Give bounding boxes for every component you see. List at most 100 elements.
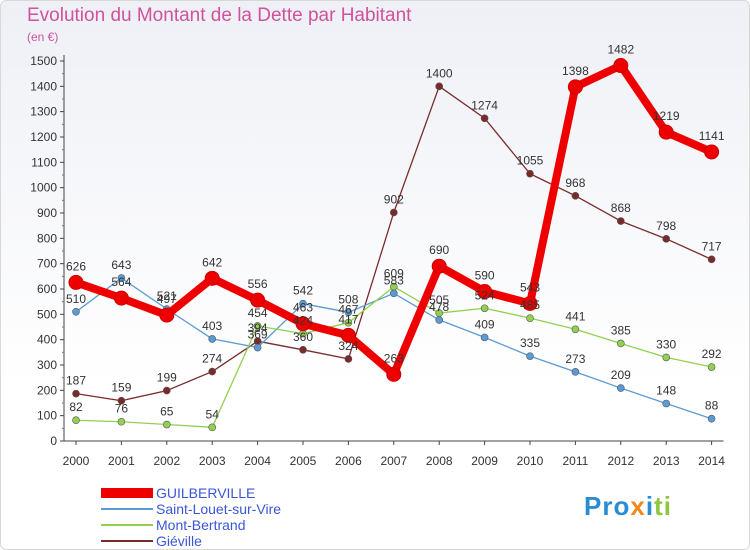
point-gieville	[616, 217, 625, 225]
point-gieville	[662, 235, 671, 243]
y-tick-label: 1200	[30, 130, 57, 144]
legend-swatch-guilberville	[101, 488, 153, 498]
legend-item-mont-bertrand: Mont-Bertrand	[101, 517, 281, 533]
point-saint-louet-sur-vire	[616, 384, 625, 392]
data-label-guilberville: 543	[520, 280, 540, 294]
x-tick-label: 2008	[426, 454, 453, 468]
y-tick-label: 900	[37, 206, 57, 220]
data-label-mont-bertrand: 330	[656, 337, 676, 351]
data-label-saint-louet-sur-vire: 148	[656, 384, 676, 398]
point-mont-bertrand	[253, 322, 262, 330]
data-label-gieville: 199	[157, 371, 177, 385]
x-tick-label: 2001	[108, 454, 135, 468]
data-label-guilberville: 1482	[607, 43, 634, 57]
legend-swatch-mont-bertrand	[101, 524, 153, 526]
x-tick-label: 2000	[63, 454, 90, 468]
data-label-mont-bertrand: 467	[338, 303, 358, 317]
point-guilberville	[658, 124, 674, 140]
data-label-mont-bertrand: 609	[384, 267, 404, 281]
point-mont-bertrand	[571, 325, 580, 334]
point-gieville	[526, 169, 534, 178]
point-gieville	[707, 255, 716, 264]
data-label-saint-louet-sur-vire: 508	[338, 292, 358, 306]
point-mont-bertrand	[435, 309, 444, 317]
point-saint-louet-sur-vire	[662, 399, 671, 408]
point-mont-bertrand	[616, 339, 625, 348]
point-guilberville	[113, 290, 129, 306]
data-label-guilberville: 263	[384, 351, 404, 365]
point-gieville	[299, 345, 307, 354]
data-label-gieville: 798	[656, 219, 676, 233]
y-tick-label: 800	[37, 231, 57, 245]
point-mont-bertrand	[526, 314, 534, 322]
data-label-mont-bertrand: 385	[611, 323, 631, 337]
unit-label: (en €)	[27, 30, 59, 44]
data-label-guilberville: 556	[248, 277, 268, 291]
legend-label-mont-bertrand: Mont-Bertrand	[156, 517, 246, 533]
x-tick-label: 2003	[199, 454, 226, 468]
y-tick-label: 0	[50, 434, 57, 448]
point-guilberville	[295, 316, 311, 332]
data-label-saint-louet-sur-vire: 583	[384, 273, 404, 287]
point-saint-louet-sur-vire	[571, 368, 580, 376]
point-gieville	[72, 389, 80, 398]
data-label-gieville: 902	[384, 192, 404, 206]
data-label-gieville: 159	[111, 381, 131, 395]
proxiti-logo: Proxiti	[584, 491, 672, 522]
data-label-mont-bertrand: 292	[702, 347, 722, 361]
point-guilberville	[567, 79, 583, 95]
data-label-saint-louet-sur-vire: 409	[475, 317, 495, 331]
x-tick-label: 2006	[335, 454, 362, 468]
logo-part: i	[645, 491, 655, 521]
data-label-gieville: 274	[202, 352, 222, 366]
point-saint-louet-sur-vire	[435, 316, 444, 324]
data-label-saint-louet-sur-vire: 643	[111, 258, 131, 272]
data-label-saint-louet-sur-vire: 369	[248, 328, 268, 342]
point-guilberville	[431, 258, 447, 274]
x-tick-label: 2002	[153, 454, 180, 468]
legend-label-gieville: Giéville	[156, 533, 202, 549]
y-tick-label: 300	[37, 358, 57, 372]
data-label-gieville: 360	[293, 330, 313, 344]
point-mont-bertrand	[344, 318, 353, 327]
x-tick-label: 2007	[380, 454, 407, 468]
data-label-saint-louet-sur-vire: 209	[611, 368, 631, 382]
data-label-saint-louet-sur-vire: 335	[520, 336, 540, 350]
point-mont-bertrand	[163, 420, 171, 429]
data-label-gieville: 1400	[426, 66, 453, 80]
point-gieville	[435, 82, 444, 91]
data-label-mont-bertrand: 454	[248, 306, 268, 320]
data-label-mont-bertrand: 424	[293, 314, 313, 328]
legend-item-guilberville: GUILBERVILLE	[101, 485, 281, 501]
legend-swatch-gieville	[101, 540, 153, 542]
point-guilberville	[204, 270, 220, 286]
data-label-mont-bertrand: 524	[475, 288, 495, 302]
data-label-guilberville: 690	[429, 243, 449, 257]
point-guilberville	[613, 58, 629, 74]
point-mont-bertrand	[662, 353, 671, 362]
x-tick-label: 2005	[290, 454, 317, 468]
data-label-guilberville: 1219	[653, 109, 680, 123]
y-tick-label: 1000	[30, 181, 57, 195]
point-guilberville	[477, 284, 493, 300]
legend-label-saint-louet-sur-vire: Saint-Louet-sur-Vire	[156, 501, 282, 517]
x-tick-label: 2014	[698, 454, 725, 468]
point-mont-bertrand	[117, 417, 126, 426]
data-label-guilberville: 463	[293, 301, 313, 315]
point-guilberville	[522, 295, 538, 311]
y-tick-label: 1300	[30, 105, 57, 119]
point-gieville	[208, 367, 216, 376]
point-mont-bertrand	[208, 423, 216, 432]
point-saint-louet-sur-vire	[707, 414, 716, 423]
legend-item-gieville: Giéville	[101, 533, 281, 549]
point-guilberville	[386, 366, 402, 382]
point-gieville	[117, 396, 126, 405]
y-tick-label: 1100	[31, 155, 57, 169]
point-gieville	[571, 191, 580, 200]
data-label-guilberville: 1398	[562, 64, 589, 78]
point-gieville	[480, 114, 489, 123]
data-label-mont-bertrand: 505	[429, 293, 449, 307]
data-label-gieville: 1055	[517, 154, 544, 168]
